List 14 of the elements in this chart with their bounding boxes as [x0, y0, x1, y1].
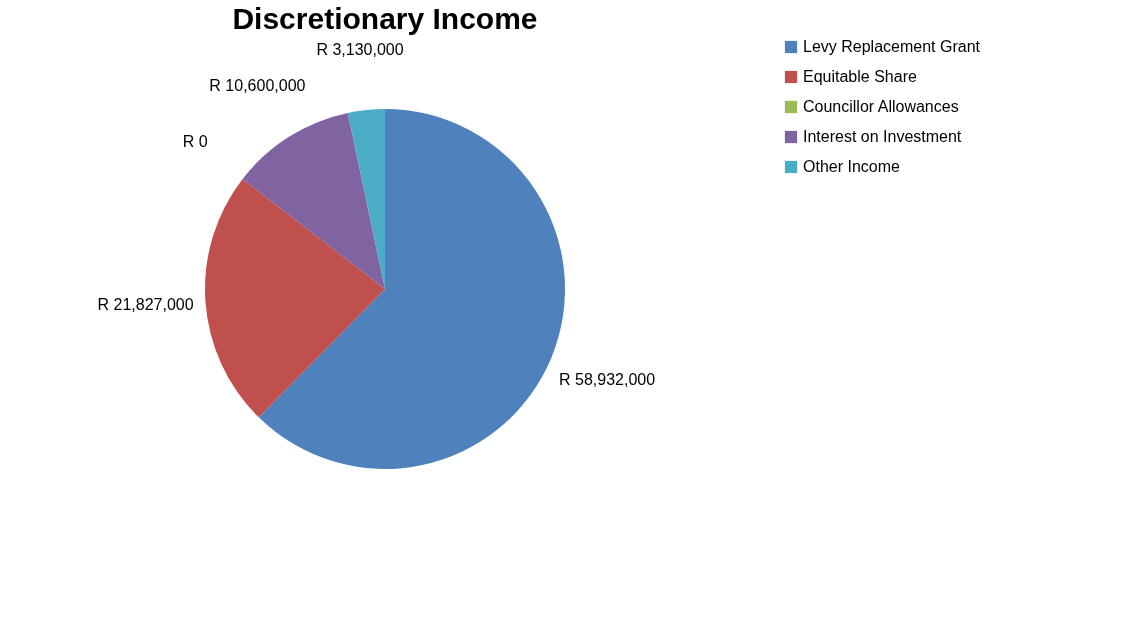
chart-title: Discretionary Income	[232, 2, 538, 35]
text: R 0	[182, 133, 208, 151]
data-label: R 10,600,000	[209, 76, 306, 94]
legend-label: Levy Replacement Grant	[803, 38, 981, 55]
pie-slice	[242, 112, 385, 289]
legend-label: Equitable Share	[803, 68, 917, 85]
legend-label: Councillor Allowances	[803, 98, 959, 115]
data-label: R 58,932,000	[559, 370, 656, 388]
data-label: R 3,130,000	[316, 41, 404, 59]
legend-label: Interest on Investment	[803, 128, 962, 145]
legend-label: Other Income	[803, 158, 901, 175]
data-label: R 21,827,000	[97, 296, 194, 314]
pie-slice	[205, 178, 385, 418]
pie-slice	[347, 109, 385, 289]
